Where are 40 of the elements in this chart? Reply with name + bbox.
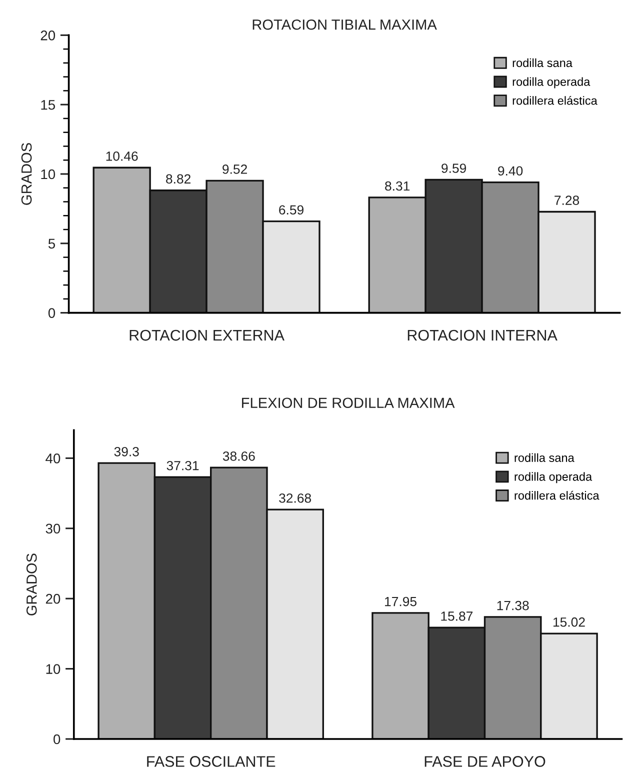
data-label: 17.38: [497, 600, 529, 610]
legend-label: rodilla sana: [514, 453, 574, 462]
data-label: 37.31: [166, 460, 199, 470]
data-label: 6.59: [279, 205, 304, 215]
legend-label: rodillera elástica: [512, 96, 598, 105]
legend-label: rodilla sana: [512, 58, 572, 68]
data-label: 15.02: [553, 617, 585, 627]
y-tick-label: 20: [46, 594, 60, 604]
x-tick-label: FASE DE APOYO: [424, 756, 546, 767]
y-tick-label: 30: [46, 524, 60, 534]
legend-label: rodilla operada: [514, 472, 592, 484]
data-label: 9.59: [442, 164, 466, 173]
data-label: 7.28: [554, 196, 580, 205]
data-label: 15.87: [441, 611, 473, 621]
y-tick-label: 10: [41, 169, 56, 180]
y-tick-label: 5: [48, 238, 56, 249]
data-label: 9.40: [498, 166, 523, 176]
data-label: 17.95: [385, 596, 416, 606]
y-tick-label: 0: [54, 734, 60, 744]
y-tick-label: 0: [48, 308, 56, 318]
chart-title: FLEXION DE RODILLA MAXIMA: [242, 398, 455, 408]
x-tick-label: FASE OSCILANTE: [147, 756, 276, 767]
data-label: 39.3: [114, 446, 139, 456]
data-label: 8.31: [385, 181, 410, 191]
y-axis-title: GRADOS: [26, 554, 37, 616]
y-tick-label: 10: [46, 664, 60, 674]
data-label: 10.46: [106, 151, 138, 161]
data-label: 38.66: [222, 451, 255, 461]
y-axis-title: GRADOS: [21, 143, 32, 205]
chart-title: ROTACION TIBIAL MAXIMA: [252, 19, 437, 30]
data-label: 8.82: [166, 174, 190, 184]
x-tick-label: ROTACION INTERNA: [408, 330, 558, 341]
y-tick-label: 40: [46, 454, 60, 464]
legend-label: rodillera elástica: [514, 490, 600, 500]
y-tick-label: 20: [40, 30, 56, 40]
data-label: 9.52: [222, 164, 247, 174]
data-label: 32.68: [279, 493, 312, 503]
x-tick-label: ROTACION EXTERNA: [130, 330, 284, 341]
legend-label: rodilla operada: [512, 77, 590, 88]
y-tick-label: 15: [41, 100, 56, 110]
